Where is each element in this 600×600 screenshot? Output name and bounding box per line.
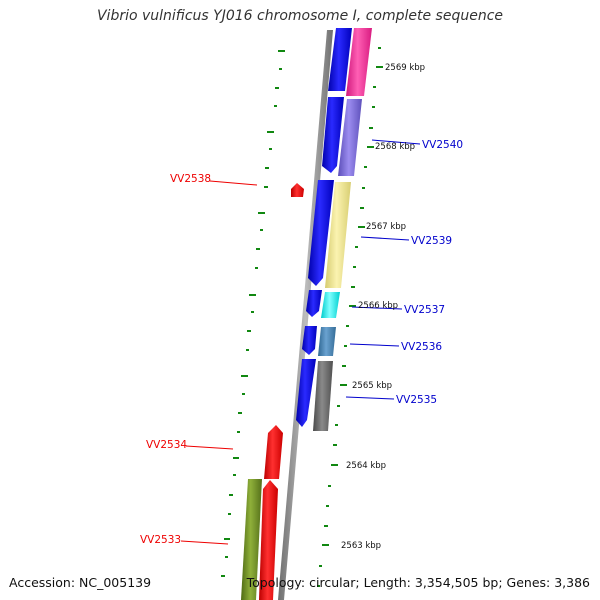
- genome-backbone: [278, 30, 333, 600]
- forward-strand-genes: [296, 28, 352, 427]
- map-title: Vibrio vulnificus YJ016 chromosome I, co…: [96, 8, 504, 24]
- gc-skew-track: [317, 47, 383, 587]
- gene-dim-gray[interactable]: [313, 361, 333, 431]
- accession-label: Accession: NC_005139: [9, 575, 152, 590]
- gene-labels: VV2540 VV2539 VV2537 VV2536 VV2535 VV253…: [140, 139, 463, 546]
- gene-pink[interactable]: [346, 28, 372, 96]
- gene-label-vv2539[interactable]: VV2539: [411, 235, 452, 247]
- gene-cyan[interactable]: [321, 292, 340, 318]
- gene-arrow-reverse[interactable]: [259, 480, 278, 600]
- label-leaders: [180, 139, 421, 545]
- reverse-strand-genes: [259, 183, 304, 600]
- tick-label: 2564 kbp: [346, 461, 386, 471]
- tick-label: 2568 kbp: [375, 142, 415, 152]
- gene-arrow-reverse[interactable]: [291, 183, 304, 197]
- gene-arrow-forward[interactable]: [296, 359, 316, 427]
- gene-label-vv2540[interactable]: VV2540: [422, 139, 463, 151]
- genome-summary: Topology: circular; Length: 3,354,505 bp…: [246, 575, 590, 590]
- gene-arrow-forward[interactable]: [322, 97, 344, 173]
- gene-label-vv2538[interactable]: VV2538: [170, 173, 211, 185]
- gene-label-vv2536[interactable]: VV2536: [401, 341, 442, 353]
- gc-content-track: [221, 50, 285, 577]
- gene-label-vv2534[interactable]: VV2534: [146, 439, 187, 451]
- gene-arrow-forward[interactable]: [306, 290, 322, 317]
- scale-ticks: 2569 kbp 2568 kbp 2567 kbp 2566 kbp 2565…: [341, 63, 425, 551]
- gene-arrow-forward[interactable]: [302, 326, 317, 355]
- gene-label-vv2533[interactable]: VV2533: [140, 534, 181, 546]
- gene-slate-blue[interactable]: [338, 99, 362, 176]
- tick-label: 2569 kbp: [385, 63, 425, 73]
- gene-arrow-forward[interactable]: [308, 180, 334, 286]
- annotated-genes: [241, 28, 372, 600]
- tick-label: 2563 kbp: [341, 541, 381, 551]
- gene-arrow-reverse[interactable]: [264, 425, 283, 479]
- gene-label-vv2537[interactable]: VV2537: [404, 304, 445, 316]
- gene-label-vv2535[interactable]: VV2535: [396, 394, 437, 406]
- gene-steel-blue[interactable]: [318, 327, 336, 356]
- tick-label: 2566 kbp: [358, 301, 398, 311]
- tick-label: 2565 kbp: [352, 381, 392, 391]
- gene-olive[interactable]: [241, 479, 262, 600]
- gene-khaki[interactable]: [325, 182, 351, 288]
- gene-arrow-forward[interactable]: [328, 28, 352, 91]
- tick-label: 2567 kbp: [366, 222, 406, 232]
